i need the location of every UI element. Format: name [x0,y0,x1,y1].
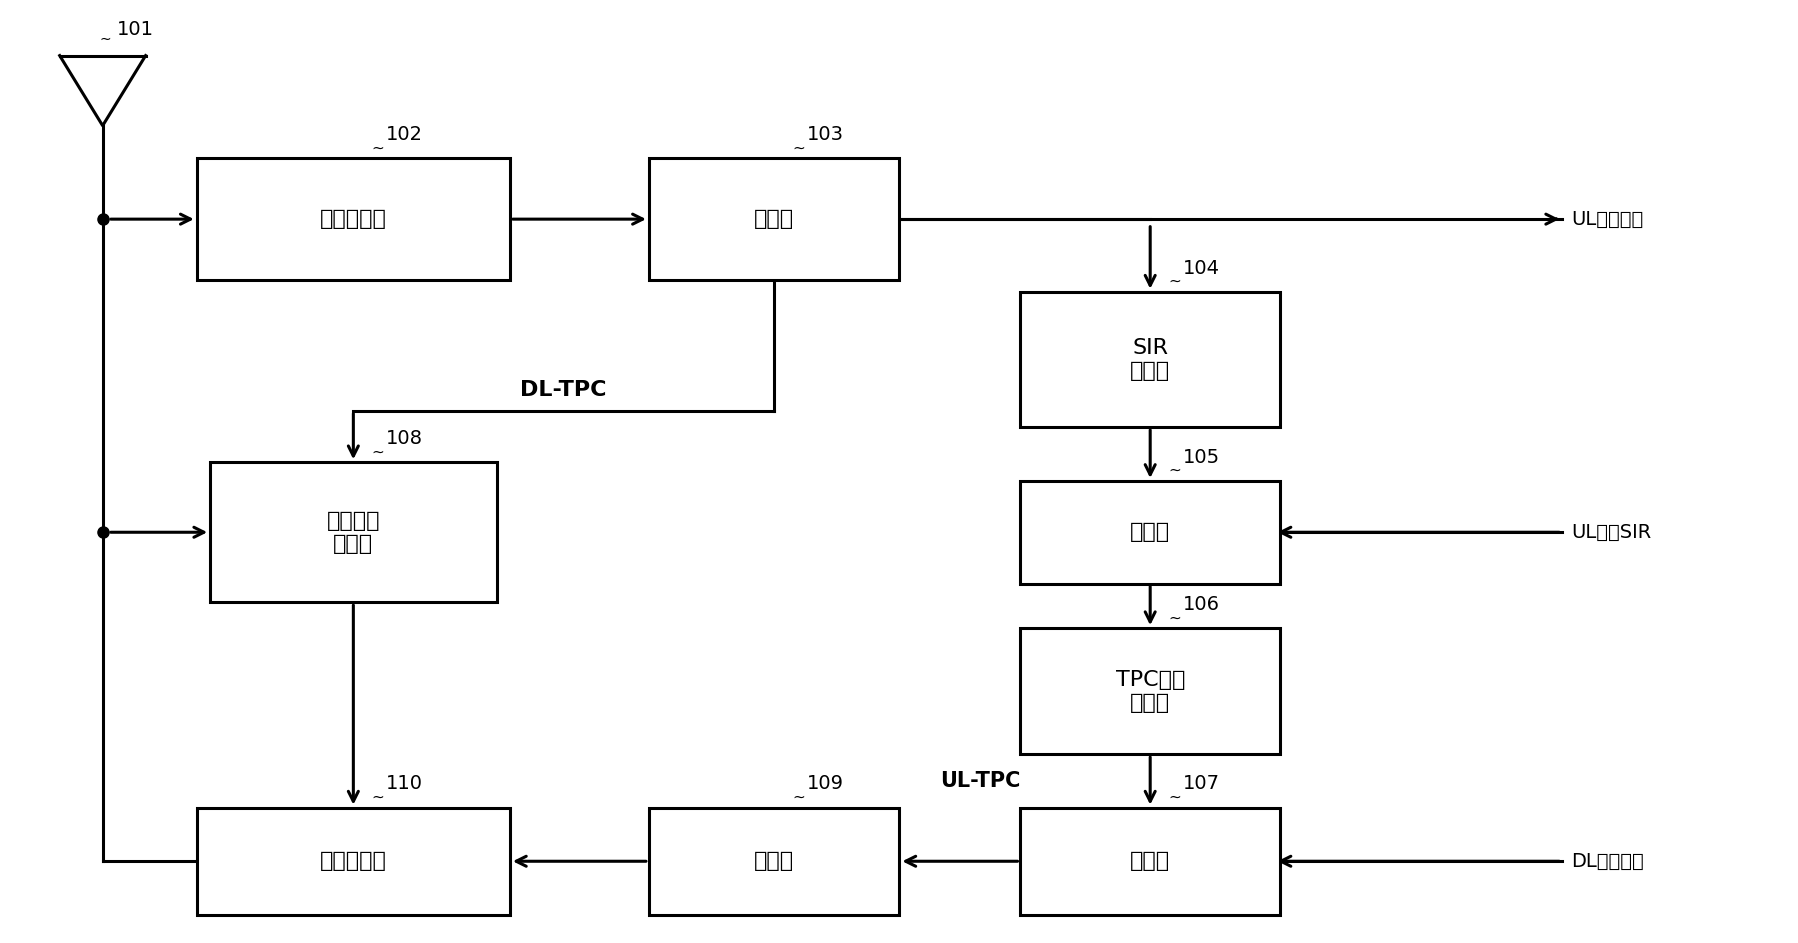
Text: ∼: ∼ [1167,789,1179,804]
Bar [649,158,899,280]
Text: 发送功率
控制部: 发送功率 控制部 [327,511,379,554]
Text: 102: 102 [385,125,423,144]
Text: ∼: ∼ [370,789,383,804]
Text: ∼: ∼ [99,32,111,46]
Bar [196,158,511,280]
Text: ∼: ∼ [370,444,383,459]
Text: 成帧部: 成帧部 [1129,852,1170,871]
Text: 解调部: 解调部 [753,209,793,229]
Text: 101: 101 [117,20,155,39]
Text: 105: 105 [1181,448,1219,467]
Text: 调制部: 调制部 [753,852,793,871]
Text: 106: 106 [1181,595,1219,614]
Text: ∼: ∼ [1167,463,1179,478]
Text: UL目标SIR: UL目标SIR [1570,522,1651,541]
Bar [210,462,496,603]
Text: ∼: ∼ [1167,273,1179,289]
Text: TPC比特
生成部: TPC比特 生成部 [1115,670,1185,713]
Text: 107: 107 [1181,774,1219,793]
Bar [649,807,899,915]
Bar [1019,807,1280,915]
Bar [1019,291,1280,427]
Text: 110: 110 [385,774,423,793]
Text: 无线接收部: 无线接收部 [320,209,387,229]
Bar [196,807,511,915]
Text: ∼: ∼ [370,141,383,156]
Text: ∼: ∼ [791,789,804,804]
Text: 109: 109 [806,774,843,793]
Text: DL-TPC: DL-TPC [520,380,606,400]
Text: 比较部: 比较部 [1129,522,1170,542]
Text: 104: 104 [1181,258,1219,277]
Text: UL-TPC: UL-TPC [939,770,1019,791]
Text: 无线发送部: 无线发送部 [320,852,387,871]
Text: 108: 108 [385,429,423,448]
Text: 103: 103 [806,125,843,144]
Text: DL发送数据: DL发送数据 [1570,852,1643,870]
Text: ∼: ∼ [1167,610,1179,625]
Text: UL接收数据: UL接收数据 [1570,209,1642,228]
Text: ∼: ∼ [791,141,804,156]
Bar [1019,481,1280,584]
Bar [1019,628,1280,754]
Text: SIR
测定部: SIR 测定部 [1129,338,1170,381]
